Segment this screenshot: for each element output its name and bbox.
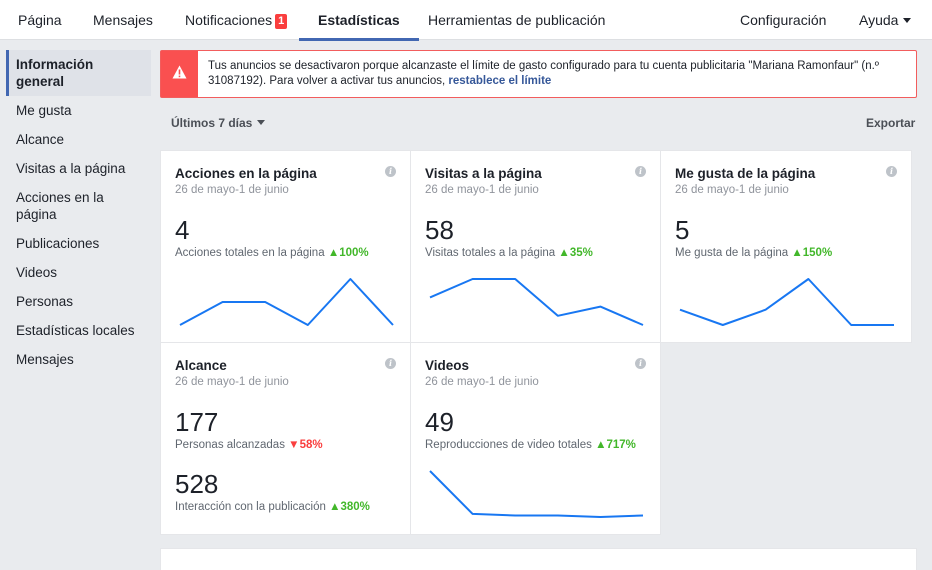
card-label-text: Me gusta de la página bbox=[675, 247, 789, 259]
card-label: Acciones totales en la página ▲100% bbox=[175, 247, 369, 259]
card-title: Me gusta de la página bbox=[675, 166, 816, 181]
card-value: 4 bbox=[175, 215, 190, 245]
sidebar-item-informacion-general[interactable]: Información general bbox=[6, 50, 151, 96]
card-me-gusta[interactable]: Me gusta de la página 26 de mayo-1 de ju… bbox=[660, 150, 912, 343]
export-button[interactable]: Exportar bbox=[866, 116, 916, 130]
sidebar-item-me-gusta[interactable]: Me gusta bbox=[16, 103, 72, 118]
chevron-down-icon bbox=[903, 18, 912, 23]
sparkline-series bbox=[179, 278, 394, 326]
card-delta: 100% bbox=[339, 247, 369, 259]
tab-mensajes[interactable]: Mensajes bbox=[93, 12, 153, 28]
notification-badge: 1 bbox=[275, 14, 288, 29]
info-icon[interactable]: i bbox=[635, 358, 646, 369]
card-label: Me gusta de la página ▲150% bbox=[675, 247, 832, 259]
card-delta: 380% bbox=[340, 501, 370, 513]
sparkline-series bbox=[679, 278, 894, 326]
card-visitas[interactable]: Visitas a la página 26 de mayo-1 de juni… bbox=[410, 150, 661, 343]
help-menu[interactable]: Ayuda bbox=[859, 0, 912, 40]
info-icon[interactable]: i bbox=[385, 358, 396, 369]
card-value: 177 bbox=[175, 407, 219, 437]
trend-up-icon: ▲ bbox=[329, 501, 341, 513]
trend-up-icon: ▲ bbox=[558, 247, 570, 259]
sidebar-item-acciones[interactable]: Acciones en la página bbox=[16, 190, 104, 222]
card-label-text: Personas alcanzadas bbox=[175, 439, 285, 451]
card-label: Personas alcanzadas ▼58% bbox=[175, 439, 323, 451]
card-label-text: Reproducciones de video totales bbox=[425, 439, 592, 451]
info-icon[interactable]: i bbox=[886, 166, 897, 177]
sparkline bbox=[179, 278, 394, 326]
sparkline-series bbox=[429, 278, 644, 326]
tab-pagina[interactable]: Página bbox=[18, 12, 62, 28]
sparkline-series bbox=[429, 470, 644, 518]
card-value: 58 bbox=[425, 215, 454, 245]
sidebar-item-publicaciones[interactable]: Publicaciones bbox=[16, 236, 100, 251]
card-label-secondary: Interacción con la publicación ▲380% bbox=[175, 501, 370, 513]
sparkline bbox=[429, 470, 644, 518]
card-value: 5 bbox=[675, 215, 690, 245]
warning-icon bbox=[172, 65, 187, 79]
trend-up-icon: ▲ bbox=[595, 439, 607, 451]
card-date: 26 de mayo-1 de junio bbox=[175, 184, 289, 196]
tab-herramientas[interactable]: Herramientas de publicación bbox=[428, 12, 606, 28]
help-label: Ayuda bbox=[859, 12, 899, 28]
card-title: Acciones en la página bbox=[175, 166, 317, 181]
card-label: Visitas totales a la página ▲35% bbox=[425, 247, 593, 259]
card-title: Visitas a la página bbox=[425, 166, 542, 181]
tab-notificaciones-label: Notificaciones bbox=[185, 12, 273, 28]
card-delta: 35% bbox=[569, 247, 593, 259]
settings-link[interactable]: Configuración bbox=[740, 12, 827, 28]
sidebar-item-visitas[interactable]: Visitas a la página bbox=[16, 161, 126, 176]
sidebar: Información general Me gusta Alcance Vis… bbox=[6, 50, 151, 374]
card-label-text: Interacción con la publicación bbox=[175, 501, 326, 513]
chevron-down-icon bbox=[257, 120, 266, 125]
trend-up-icon: ▲ bbox=[791, 247, 803, 259]
tab-estadisticas[interactable]: Estadísticas bbox=[299, 0, 419, 41]
date-range-dropdown[interactable]: Últimos 7 días bbox=[171, 116, 266, 130]
date-range-label: Últimos 7 días bbox=[171, 116, 253, 130]
next-section-card bbox=[160, 548, 917, 570]
ad-limit-alert: Tus anuncios se desactivaron porque alca… bbox=[160, 50, 917, 98]
alert-message: Tus anuncios se desactivaron porque alca… bbox=[208, 59, 908, 89]
card-value: 49 bbox=[425, 407, 454, 437]
card-videos[interactable]: Videos 26 de mayo-1 de junio i 49 Reprod… bbox=[410, 342, 661, 535]
card-title: Alcance bbox=[175, 358, 227, 373]
top-nav: Página Mensajes Notificaciones 1 Estadíst… bbox=[0, 0, 932, 41]
card-label-text: Acciones totales en la página bbox=[175, 247, 325, 259]
sidebar-item-estadisticas-locales[interactable]: Estadísticas locales bbox=[16, 323, 135, 338]
card-delta: 150% bbox=[802, 247, 833, 259]
card-delta: 717% bbox=[606, 439, 636, 451]
alert-icon-box bbox=[161, 51, 198, 97]
trend-up-icon: ▲ bbox=[327, 247, 340, 259]
card-delta: 58% bbox=[299, 439, 323, 451]
card-date: 26 de mayo-1 de junio bbox=[425, 184, 539, 196]
card-date: 26 de mayo-1 de junio bbox=[425, 376, 539, 388]
trend-down-icon: ▼ bbox=[288, 439, 300, 451]
sidebar-item-videos[interactable]: Videos bbox=[16, 265, 58, 280]
card-label: Reproducciones de video totales ▲717% bbox=[425, 439, 636, 451]
tab-notificaciones[interactable]: Notificaciones 1 bbox=[185, 0, 288, 40]
card-date: 26 de mayo-1 de junio bbox=[175, 376, 289, 388]
sidebar-item-personas[interactable]: Personas bbox=[16, 294, 74, 309]
card-alcance[interactable]: Alcance 26 de mayo-1 de junio i 177 Pers… bbox=[160, 342, 411, 535]
info-icon[interactable]: i bbox=[385, 166, 396, 177]
card-value-secondary: 528 bbox=[175, 469, 219, 499]
alert-message-text: Tus anuncios se desactivaron porque alca… bbox=[208, 60, 880, 87]
sparkline bbox=[679, 278, 894, 326]
card-acciones[interactable]: Acciones en la página 26 de mayo-1 de ju… bbox=[160, 150, 411, 343]
sparkline bbox=[429, 278, 644, 326]
sidebar-item-alcance[interactable]: Alcance bbox=[16, 132, 65, 147]
card-title: Videos bbox=[425, 358, 470, 373]
card-date: 26 de mayo-1 de junio bbox=[675, 184, 789, 196]
reset-limit-link[interactable]: restablece el límite bbox=[448, 75, 552, 87]
card-label-text: Visitas totales a la página bbox=[425, 247, 556, 259]
info-icon[interactable]: i bbox=[635, 166, 646, 177]
sidebar-item-mensajes[interactable]: Mensajes bbox=[16, 352, 74, 367]
